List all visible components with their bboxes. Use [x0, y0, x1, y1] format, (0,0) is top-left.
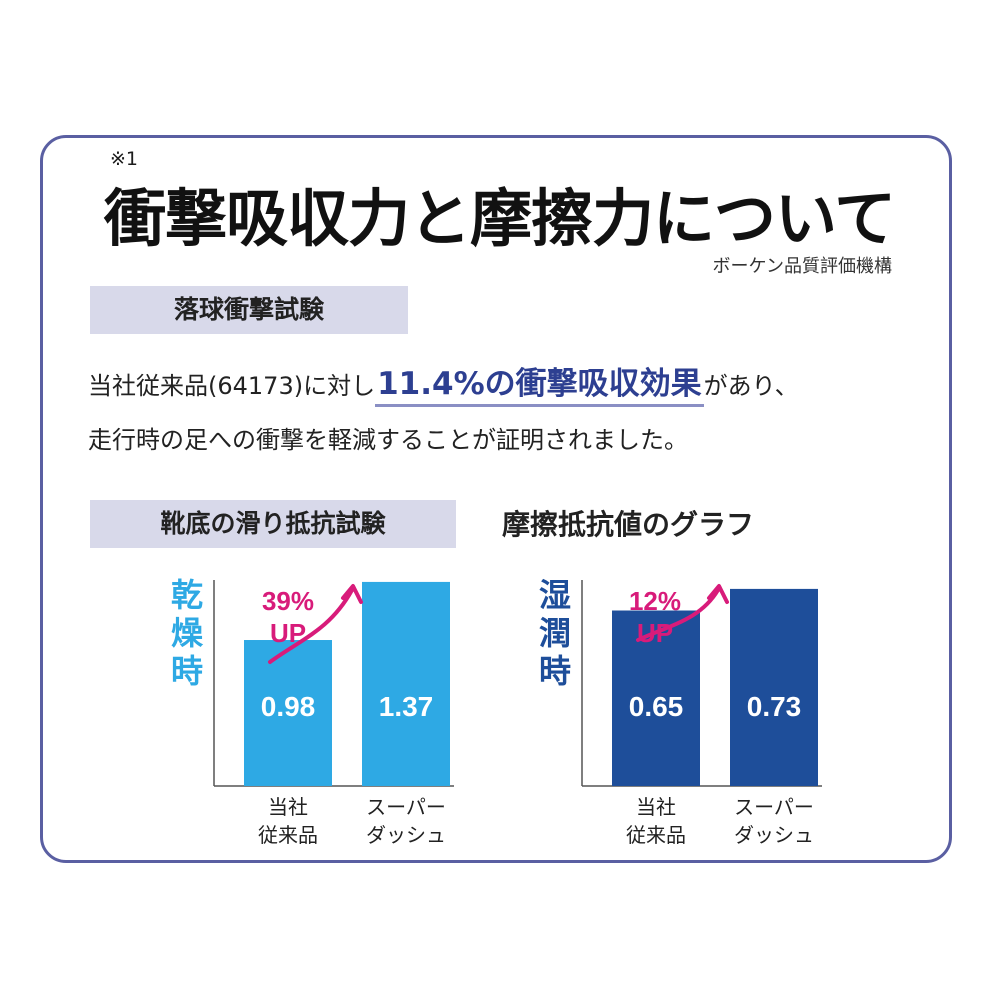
content-frame: [40, 135, 952, 863]
chart-title-char: 湿: [539, 576, 571, 614]
footnote-mark: ※1: [110, 148, 139, 170]
bar-value-label: 0.65: [629, 691, 684, 722]
page-title: 衝撃吸収力と摩擦力について: [104, 182, 896, 255]
category-label: スーパー: [734, 795, 814, 819]
section-label-drop-test: 落球衝撃試験: [90, 286, 408, 334]
category-label: ダッシュ: [366, 823, 446, 847]
category-label: 従来品: [258, 823, 318, 847]
chart-title-char: 乾: [171, 576, 203, 614]
bar: [362, 581, 450, 786]
increase-arrow: [636, 588, 720, 642]
chart-title-char: 潤: [539, 614, 571, 652]
bar: [244, 640, 332, 786]
section-label-slip-test: 靴底の滑り抵抗試験: [90, 500, 456, 548]
result-line-1: 当社従来品(64173)に対し11.4%の衝撃吸収効果があり、: [88, 358, 799, 407]
result-line-2: 走行時の足への衝撃を軽減することが証明されました。: [88, 426, 688, 454]
result-text-before: 当社従来品(64173)に対し: [88, 372, 376, 400]
increase-arrow-head: [341, 584, 363, 604]
bar-value-label: 0.98: [261, 691, 316, 722]
chart-title-char: 燥: [171, 614, 204, 652]
bar-value-label: 0.73: [747, 691, 802, 722]
graph-title: 摩擦抵抗値のグラフ: [502, 508, 755, 541]
bar: [730, 588, 818, 786]
increase-arrow: [268, 588, 354, 664]
increase-annotation: UP: [637, 618, 673, 648]
category-label: スーパー: [366, 795, 446, 819]
bar: [612, 610, 700, 786]
chart-title-char: 時: [171, 652, 203, 690]
increase-annotation: 39%: [262, 586, 314, 616]
increase-annotation: 12%: [629, 586, 681, 616]
chart-title-char: 時: [539, 652, 571, 690]
category-label: 従来品: [626, 823, 686, 847]
result-highlight: 11.4%の衝撃吸収効果: [375, 366, 704, 407]
category-label: 当社: [268, 795, 308, 819]
increase-annotation: UP: [270, 618, 306, 648]
result-text-after: があり、: [703, 372, 799, 400]
category-label: ダッシュ: [734, 823, 814, 847]
increase-arrow-head: [707, 584, 729, 604]
category-label: 当社: [636, 795, 676, 819]
source-label: ボーケン品質評価機構: [712, 256, 892, 277]
bar-value-label: 1.37: [379, 691, 434, 722]
